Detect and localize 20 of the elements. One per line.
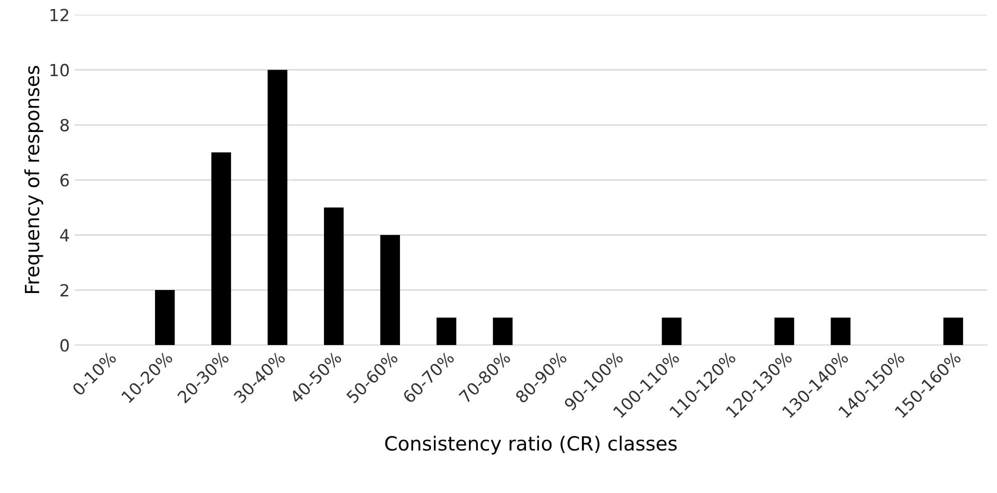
bar: [662, 318, 682, 346]
bar: [155, 290, 175, 346]
bar: [943, 318, 964, 346]
bar: [492, 318, 513, 346]
y-tick-label: 12: [50, 8, 68, 22]
x-axis-title: Consistency ratio (CR) classes: [385, 436, 677, 455]
bar: [830, 318, 850, 346]
bar: [436, 318, 456, 346]
y-tick-label: 0: [60, 339, 69, 352]
bar: [211, 152, 232, 346]
y-tick-label: 8: [60, 118, 69, 132]
bar: [380, 234, 400, 346]
y-axis-title: Frequency of responses: [24, 66, 44, 294]
y-tick-label: 4: [60, 229, 69, 242]
bar: [774, 318, 794, 346]
y-tick-label: 10: [50, 64, 69, 76]
y-tick-label: 6: [60, 174, 69, 187]
bar: [324, 207, 344, 346]
y-tick-label: 2: [60, 284, 68, 296]
bar: [268, 70, 288, 346]
